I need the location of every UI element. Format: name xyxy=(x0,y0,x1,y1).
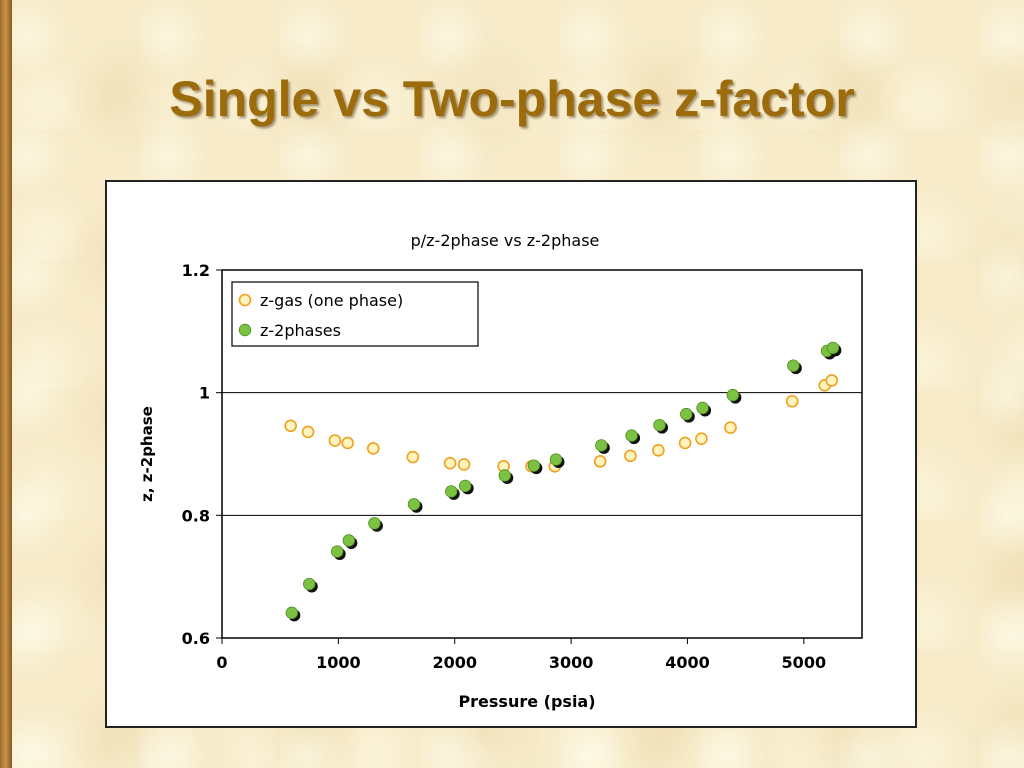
two-phase-point xyxy=(595,439,608,452)
legend-two-phase-label: z-2phases xyxy=(260,321,341,340)
x-tick-label: 2000 xyxy=(432,653,477,672)
slide-title: Single vs Two-phase z-factor xyxy=(169,71,855,127)
x-tick-label: 3000 xyxy=(549,653,594,672)
legend-two-phase-marker xyxy=(238,323,252,337)
two-phase-point xyxy=(285,606,299,620)
one-phase-point xyxy=(593,455,607,468)
one-phase-point xyxy=(366,442,380,455)
x-tick-label: 1000 xyxy=(316,653,361,672)
two-phase-point xyxy=(625,429,638,442)
y-tick-label: 1.2 xyxy=(182,261,210,280)
two-phase-point xyxy=(527,459,541,472)
two-phase-point xyxy=(696,401,709,415)
two-phase-point xyxy=(342,534,356,547)
axis-ticks: 0.6 0.8 1 1.2 0 1000 2000 3000 4000 5000 xyxy=(182,261,826,672)
y-tick-label: 0.8 xyxy=(182,506,210,525)
one-phase-point xyxy=(652,444,665,457)
two-phase-point xyxy=(826,341,840,355)
legend-one-phase-marker xyxy=(238,293,252,307)
y-tick-label: 1 xyxy=(199,384,210,403)
legend-box xyxy=(231,281,479,347)
two-phase-point xyxy=(726,388,740,402)
y-axis-label: z, z-2phase xyxy=(138,406,156,502)
chart-title: p/z-2phase vs z-2phase xyxy=(411,231,600,250)
two-phase-point xyxy=(407,498,421,511)
two-phase-point xyxy=(549,453,563,466)
left-decorative-bar xyxy=(0,0,12,768)
one-phase-point xyxy=(341,436,354,450)
one-phase-point xyxy=(406,450,420,464)
two-phase-point xyxy=(498,469,511,482)
scatter-chart: p/z-2phase vs z-2phase z, z-2phase Press… xyxy=(138,231,863,711)
x-axis-label: Pressure (psia) xyxy=(458,692,595,711)
two-phase-point xyxy=(680,407,693,421)
gridlines xyxy=(222,392,862,516)
one-phase-point xyxy=(695,432,708,445)
one-phase-point xyxy=(443,456,457,470)
x-tick-label: 4000 xyxy=(665,653,710,672)
data-points xyxy=(284,341,842,622)
one-phase-point xyxy=(457,458,471,471)
two-phase-point xyxy=(653,418,666,432)
plot-area xyxy=(221,269,863,639)
chart-frame: p/z-2phase vs z-2phase z, z-2phase Press… xyxy=(105,180,917,728)
one-phase-point xyxy=(724,421,737,434)
one-phase-point xyxy=(624,449,637,463)
one-phase-point xyxy=(328,434,342,447)
x-tick-label: 5000 xyxy=(782,653,827,672)
one-phase-point xyxy=(678,436,692,450)
legend: z-gas (one phase) z-2phases xyxy=(231,281,479,347)
x-tick-label: 0 xyxy=(216,653,227,672)
two-phase-point xyxy=(330,545,344,558)
two-phase-point xyxy=(303,577,316,591)
one-phase-point xyxy=(301,425,315,439)
one-phase-point xyxy=(284,419,297,433)
two-phase-point xyxy=(787,359,800,372)
two-phase-point xyxy=(368,517,381,530)
y-tick-label: 0.6 xyxy=(182,629,210,648)
two-phase-point xyxy=(459,479,472,493)
two-phase-point xyxy=(445,485,458,498)
one-phase-point xyxy=(825,374,839,387)
one-phase-point xyxy=(785,394,799,408)
legend-one-phase-label: z-gas (one phase) xyxy=(260,291,403,310)
